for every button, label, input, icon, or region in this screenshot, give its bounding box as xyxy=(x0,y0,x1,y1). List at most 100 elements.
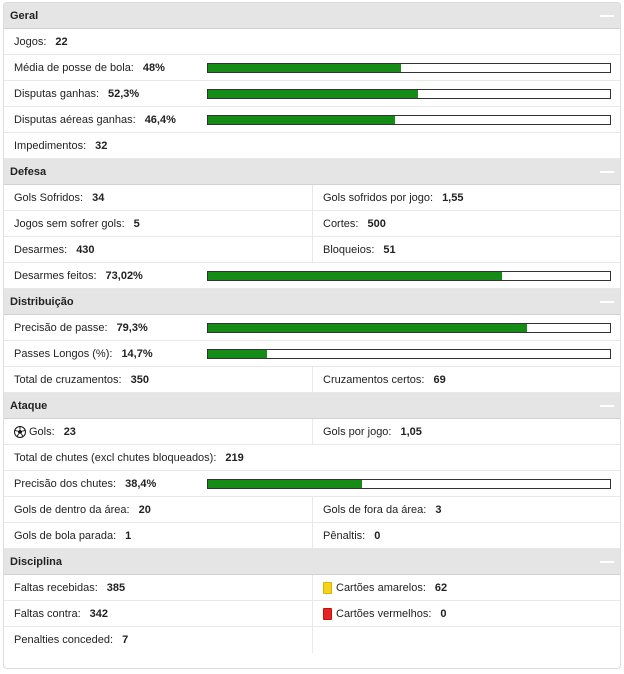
stat-value: 69 xyxy=(433,373,446,386)
stat-row: Gols de dentro da área: 20 Gols de fora … xyxy=(4,497,620,523)
stat-value: 46,4% xyxy=(144,113,176,126)
stat-value: 23 xyxy=(63,425,76,438)
stat-value: 1,55 xyxy=(442,191,464,204)
stat-row: Gols Sofridos: 34 Gols sofridos por jogo… xyxy=(4,185,620,211)
stat-value: 14,7% xyxy=(121,347,153,360)
stat-label: Precisão dos chutes: xyxy=(14,477,117,490)
collapse-icon[interactable] xyxy=(600,15,614,17)
stat-label: Bloqueios: xyxy=(323,243,375,256)
stat-row: Gols: 23 Gols por jogo: 1,05 xyxy=(4,419,620,445)
stat-label: Faltas contra: xyxy=(14,607,81,620)
stat-value: 34 xyxy=(92,191,105,204)
stat-value: 38,4% xyxy=(125,477,157,490)
stat-value: 7 xyxy=(122,634,129,646)
stat-label: Gols de bola parada: xyxy=(14,529,117,542)
stat-row: Jogos sem sofrer gols: 5 Cortes: 500 xyxy=(4,211,620,237)
stat-label: Jogos sem sofrer gols: xyxy=(14,217,125,230)
stat-label: Disputas ganhas: xyxy=(14,87,99,100)
section-title: Defesa xyxy=(10,165,47,178)
stat-label: Disputas aéreas ganhas: xyxy=(14,113,136,126)
progress-bar xyxy=(207,478,611,489)
progress-fill xyxy=(208,349,268,358)
stat-row-desarmes-feitos: Desarmes feitos: 73,02% xyxy=(4,263,620,289)
soccer-ball-icon xyxy=(14,425,26,438)
stat-label: Cartões vermelhos: xyxy=(336,607,432,620)
progress-bar xyxy=(207,270,611,281)
stat-value: 350 xyxy=(130,373,149,386)
collapse-icon[interactable] xyxy=(600,301,614,303)
stat-row-jogos: Jogos: 22 xyxy=(4,29,620,55)
yellow-card-icon xyxy=(323,581,332,594)
progress-fill xyxy=(208,115,395,124)
section-header-ataque[interactable]: Ataque xyxy=(4,393,620,419)
stat-label: Precisão de passe: xyxy=(14,321,108,334)
stat-label: Passes Longos (%): xyxy=(14,347,113,360)
stat-label: Penalties conceded: xyxy=(14,634,114,646)
stat-label: Faltas recebidas: xyxy=(14,581,98,594)
collapse-icon[interactable] xyxy=(600,561,614,563)
progress-fill xyxy=(208,271,502,280)
stat-row-aereas: Disputas aéreas ganhas: 46,4% xyxy=(4,107,620,133)
stat-row-chutes: Total de chutes (excl chutes bloqueados)… xyxy=(4,445,620,471)
stat-value: 1 xyxy=(125,529,132,542)
section-title: Geral xyxy=(10,9,39,22)
stat-value: 22 xyxy=(55,35,68,48)
stat-label: Desarmes: xyxy=(14,243,68,256)
collapse-icon[interactable] xyxy=(600,171,614,173)
progress-fill xyxy=(208,479,363,488)
section-header-disciplina[interactable]: Disciplina xyxy=(4,549,620,575)
section-title: Disciplina xyxy=(10,555,62,568)
progress-bar xyxy=(207,88,611,99)
stat-row: Faltas recebidas: 385 Cartões amarelos: … xyxy=(4,575,620,601)
stat-label: Cortes: xyxy=(323,217,359,230)
progress-fill xyxy=(208,89,419,98)
progress-bar xyxy=(207,114,611,125)
stat-row-passes-longos: Passes Longos (%): 14,7% xyxy=(4,341,620,367)
section-header-geral[interactable]: Geral xyxy=(4,3,620,29)
stat-label: Pênaltis: xyxy=(323,529,366,542)
stat-value: 79,3% xyxy=(116,321,148,334)
stat-label: Total de chutes (excl chutes bloqueados)… xyxy=(14,451,217,464)
stat-value: 73,02% xyxy=(105,269,143,282)
progress-fill xyxy=(208,63,401,72)
stat-row: Gols de bola parada: 1 Pênaltis: 0 xyxy=(4,523,620,549)
stat-label: Gols de dentro da área: xyxy=(14,503,130,516)
stat-label: Gols: xyxy=(29,425,55,438)
stat-label: Gols Sofridos: xyxy=(14,191,84,204)
stat-row-posse: Média de posse de bola: 48% xyxy=(4,55,620,81)
stat-row-precisao-passe: Precisão de passe: 79,3% xyxy=(4,315,620,341)
stat-value: 62 xyxy=(434,581,448,594)
stat-label: Total de cruzamentos: xyxy=(14,373,122,386)
stat-label: Gols por jogo: xyxy=(323,425,392,438)
progress-fill xyxy=(208,323,527,332)
stat-value: 0 xyxy=(440,607,447,620)
stat-row: Faltas contra: 342 Cartões vermelhos: 0 xyxy=(4,601,620,627)
stat-label: Jogos: xyxy=(14,35,47,48)
section-header-defesa[interactable]: Defesa xyxy=(4,159,620,185)
stat-label: Cruzamentos certos: xyxy=(323,373,425,386)
stat-value: 1,05 xyxy=(400,425,422,438)
section-title: Distribuição xyxy=(10,295,74,308)
stat-row: Desarmes: 430 Bloqueios: 51 xyxy=(4,237,620,263)
team-stats-panel: Geral Jogos: 22 Média de posse de bola: … xyxy=(3,2,621,669)
stat-value: 51 xyxy=(383,243,396,256)
red-card-icon xyxy=(323,607,332,620)
progress-bar xyxy=(207,322,611,333)
stat-value: 0 xyxy=(374,529,381,542)
stat-label: Gols de fora da área: xyxy=(323,503,427,516)
stat-row: Penalties conceded: 7 xyxy=(4,627,620,653)
section-header-distribuicao[interactable]: Distribuição xyxy=(4,289,620,315)
stat-label: Gols sofridos por jogo: xyxy=(323,191,434,204)
stat-value: 3 xyxy=(435,503,442,516)
stat-value: 32 xyxy=(95,139,108,152)
stat-value: 52,3% xyxy=(108,87,140,100)
stat-value: 385 xyxy=(106,581,126,594)
stat-value: 219 xyxy=(225,451,244,464)
stat-value: 430 xyxy=(76,243,95,256)
stat-label: Desarmes feitos: xyxy=(14,269,97,282)
progress-bar xyxy=(207,62,611,73)
stat-row-precisao-chutes: Precisão dos chutes: 38,4% xyxy=(4,471,620,497)
stat-value: 20 xyxy=(138,503,151,516)
collapse-icon[interactable] xyxy=(600,405,614,407)
stat-value: 500 xyxy=(367,217,386,230)
